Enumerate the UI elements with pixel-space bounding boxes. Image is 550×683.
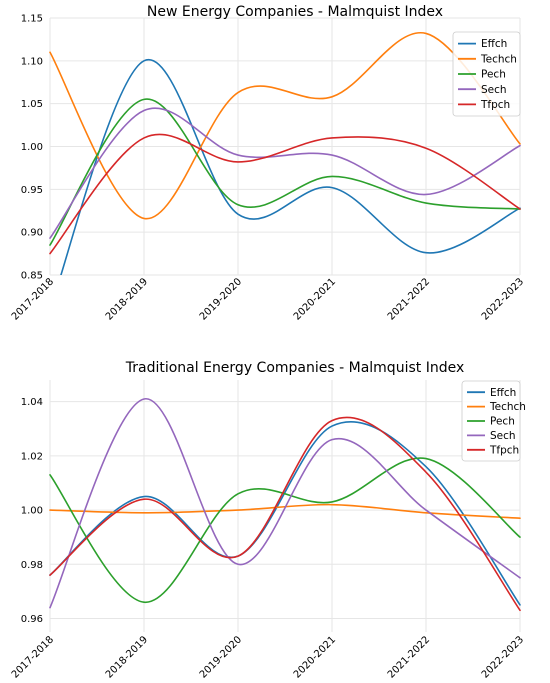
x-tick-label: 2017-2018 (10, 276, 56, 322)
legend-label: Effch (481, 38, 507, 50)
y-tick-label: 0.95 (21, 185, 43, 196)
x-tick-label: 2018-2019 (104, 634, 150, 680)
x-tick-label: 2021-2022 (386, 634, 432, 680)
x-tick-label: 2018-2019 (104, 276, 150, 322)
y-tick-label: 1.10 (21, 56, 43, 67)
series-line-pech (49, 457, 521, 603)
y-tick-label: 1.00 (21, 142, 43, 153)
series-line-techch (49, 32, 521, 220)
x-tick-label: 2019-2020 (198, 276, 244, 322)
chart-panel-2: 0.96 0.98 1.00 1.02 1.04 2017-2018 2018-2019 20… (10, 360, 526, 681)
legend-frame (461, 380, 521, 462)
series-line-tfpch (49, 416, 521, 612)
legend-label: Techch (480, 53, 517, 65)
legend-label: Effch (490, 387, 516, 399)
legend-label: Tfpch (480, 99, 510, 111)
legend-label: Sech (481, 84, 507, 96)
x-tick-label: 2020-2021 (292, 276, 338, 322)
x-tick-label: 2020-2021 (292, 634, 338, 680)
legend: Effch Techch Pech Sech Tfpch (452, 31, 521, 117)
y-tick-label: 0.85 (21, 271, 43, 282)
y-tick-label: 0.98 (21, 560, 43, 571)
legend-label: Techch (489, 401, 526, 413)
x-tick-label: 2021-2022 (386, 276, 432, 322)
series-line-effch (49, 420, 521, 606)
legend-label: Tfpch (489, 444, 519, 456)
x-tick-label: 2019-2020 (198, 634, 244, 680)
x-tick-label: 2017-2018 (10, 634, 56, 680)
y-tick-label: 0.96 (21, 614, 43, 625)
series-line-sech (49, 398, 521, 609)
chart-panel-1: 0.85 0.90 0.95 1.00 1.05 1.10 1.15 2017-2018 201… (10, 4, 526, 323)
series-line-effch (60, 58, 521, 275)
y-tick-label: 1.00 (21, 506, 43, 517)
chart-title: Traditional Energy Companies - Malmquist… (125, 360, 464, 376)
x-tick-label: 2022-2023 (480, 634, 526, 680)
series-line-sech (49, 107, 521, 239)
series-line-tfpch (49, 133, 521, 255)
y-tick-label: 1.15 (21, 14, 43, 25)
legend-frame (452, 31, 521, 117)
legend-label: Sech (490, 430, 516, 442)
legend-label: Pech (481, 69, 506, 81)
y-tick-label: 1.02 (21, 451, 43, 462)
series-line-pech (49, 98, 521, 246)
y-tick-label: 1.05 (21, 99, 43, 110)
y-tick-label: 1.04 (21, 397, 43, 408)
legend-label: Pech (490, 416, 515, 428)
y-tick-label: 0.90 (21, 228, 43, 239)
legend: Effch Techch Pech Sech Tfpch (461, 380, 526, 462)
x-tick-label: 2022-2023 (480, 276, 526, 322)
chart-title: New Energy Companies - Malmquist Index (147, 4, 443, 20)
